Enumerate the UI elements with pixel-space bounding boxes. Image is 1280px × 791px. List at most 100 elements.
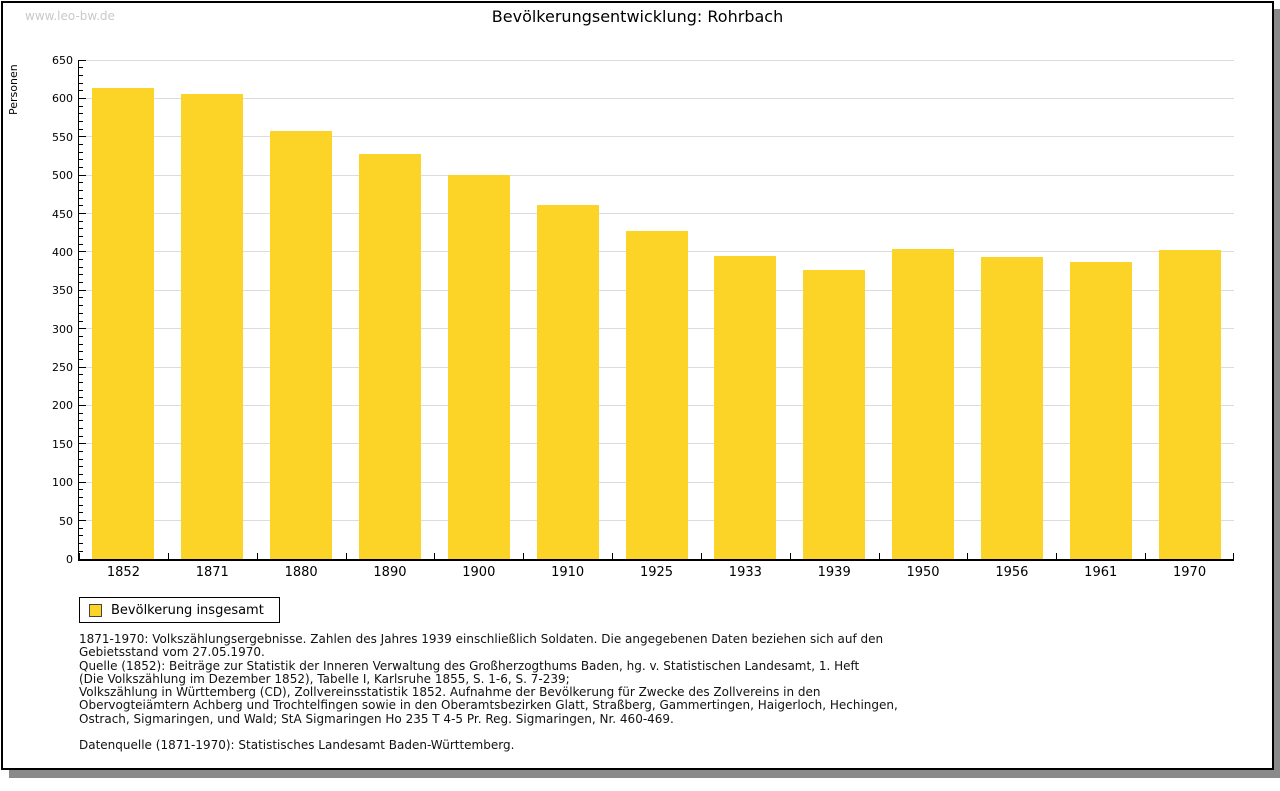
x-axis-tick xyxy=(878,553,880,559)
y-axis-tick-label: 350 xyxy=(52,284,73,298)
bar-1880 xyxy=(270,131,333,559)
x-axis-label-1970: 1970 xyxy=(1173,565,1207,580)
y-axis-tick-label: 100 xyxy=(52,476,73,490)
y-axis-minor-tick xyxy=(79,274,83,276)
y-axis-minor-tick xyxy=(79,151,83,153)
y-axis-minor-tick xyxy=(79,512,83,514)
y-axis-minor-tick xyxy=(79,259,83,261)
y-axis-minor-tick xyxy=(79,166,83,168)
footnote-line: Gebietsstand vom 27.05.1970. xyxy=(79,645,265,660)
y-axis-minor-tick xyxy=(79,397,83,399)
gridline xyxy=(79,97,1234,99)
y-axis-minor-tick xyxy=(79,190,83,191)
y-axis-minor-tick xyxy=(79,305,83,307)
y-axis-minor-tick xyxy=(79,159,83,161)
y-axis-minor-tick xyxy=(79,220,83,222)
x-axis-tick xyxy=(967,553,969,559)
y-axis-tick-label: 650 xyxy=(52,54,73,67)
y-axis-title: Personen xyxy=(7,64,20,115)
x-axis-label-1890: 1890 xyxy=(373,565,407,580)
x-axis-label-1852: 1852 xyxy=(106,565,140,580)
y-axis-tick-label: 550 xyxy=(52,130,73,144)
x-axis-tick xyxy=(345,553,347,559)
y-axis-minor-tick xyxy=(79,374,83,376)
bar-1956 xyxy=(980,257,1043,559)
y-axis-tick-label: 50 xyxy=(59,514,73,528)
bar-1900 xyxy=(447,175,510,559)
x-axis-label-1880: 1880 xyxy=(284,565,318,580)
footnote-line: Volkszählung in Württemberg (CD), Zollve… xyxy=(79,685,821,700)
y-axis-minor-tick xyxy=(79,312,83,314)
y-axis-minor-tick xyxy=(79,527,83,529)
gridline xyxy=(79,59,1234,61)
bar-1890 xyxy=(358,154,421,559)
y-axis-minor-tick xyxy=(79,120,83,122)
y-axis-tick xyxy=(79,328,86,330)
y-axis-tick xyxy=(79,520,86,522)
x-axis-tick xyxy=(789,553,791,559)
x-axis-tick xyxy=(1145,553,1147,559)
x-axis-tick xyxy=(700,553,702,559)
y-axis-minor-tick xyxy=(79,320,83,322)
y-axis-minor-tick xyxy=(79,389,83,391)
y-axis-minor-tick xyxy=(79,543,83,545)
y-axis-minor-tick xyxy=(79,351,83,353)
footnotes: 1871-1970: Volkszählungsergebnisse. Zahl… xyxy=(79,632,898,752)
gridline xyxy=(79,136,1234,138)
y-axis-minor-tick xyxy=(79,451,83,453)
legend-box: Bevölkerung insgesamt xyxy=(79,597,280,623)
footnote-line: (Die Volkszählung im Dezember 1852), Tab… xyxy=(79,671,570,686)
y-axis-minor-tick xyxy=(79,343,83,345)
x-axis-label-1950: 1950 xyxy=(906,565,940,580)
bar-1950 xyxy=(892,248,955,559)
y-axis-tick xyxy=(79,174,86,176)
y-axis-minor-tick xyxy=(79,458,83,460)
footnote-line: Obervogteiämtern Achberg und Trochtelfin… xyxy=(79,698,898,713)
y-axis-tick-label: 300 xyxy=(52,322,73,336)
y-axis-minor-tick xyxy=(79,128,83,130)
x-axis-tick xyxy=(612,553,614,559)
y-axis-minor-tick xyxy=(79,74,83,76)
y-axis-tick-label: 200 xyxy=(52,399,73,413)
bar-1961 xyxy=(1069,261,1132,559)
bar-1939 xyxy=(803,269,866,559)
x-axis-tick xyxy=(1056,553,1058,559)
x-axis-tick xyxy=(1233,553,1234,559)
footnote-line: Ostrach, Sigmaringen, und Wald; StA Sigm… xyxy=(79,711,674,726)
y-axis-tick-label: 500 xyxy=(52,169,73,183)
y-axis-minor-tick xyxy=(79,381,83,383)
y-axis-minor-tick xyxy=(79,550,83,552)
x-axis-label-1956: 1956 xyxy=(995,565,1029,580)
x-axis-tick xyxy=(79,553,80,559)
y-axis-minor-tick xyxy=(79,335,83,337)
y-axis-minor-tick xyxy=(79,236,83,238)
y-axis-minor-tick xyxy=(79,228,83,230)
x-axis-label-1939: 1939 xyxy=(817,565,851,580)
y-axis-minor-tick xyxy=(79,90,83,92)
y-axis-minor-tick xyxy=(79,143,83,145)
y-axis-tick xyxy=(79,59,86,61)
y-axis-minor-tick xyxy=(79,497,83,499)
gridline xyxy=(79,213,1234,215)
x-axis-tick xyxy=(167,553,169,559)
y-axis-minor-tick xyxy=(79,266,83,268)
y-axis-minor-tick xyxy=(79,466,83,468)
y-axis-tick-label: 450 xyxy=(52,207,73,221)
y-axis-tick xyxy=(79,213,86,215)
y-axis-minor-tick xyxy=(79,412,83,414)
x-axis-tick xyxy=(256,553,258,559)
y-axis-minor-tick xyxy=(79,420,83,422)
y-axis-minor-tick xyxy=(79,82,83,84)
x-axis-tick xyxy=(434,553,436,559)
bar-1910 xyxy=(536,205,599,559)
y-axis-minor-tick xyxy=(79,67,83,69)
y-axis-minor-tick xyxy=(79,535,83,537)
y-axis-tick-label: 400 xyxy=(52,245,73,259)
y-axis-minor-tick xyxy=(79,489,83,491)
y-axis-minor-tick xyxy=(79,243,83,245)
y-axis-tick xyxy=(79,136,86,138)
x-axis-tick xyxy=(523,553,525,559)
footnote-line: Quelle (1852): Beiträge zur Statistik de… xyxy=(79,658,860,673)
y-axis-tick-label: 250 xyxy=(52,361,73,375)
y-axis-tick xyxy=(79,289,86,291)
